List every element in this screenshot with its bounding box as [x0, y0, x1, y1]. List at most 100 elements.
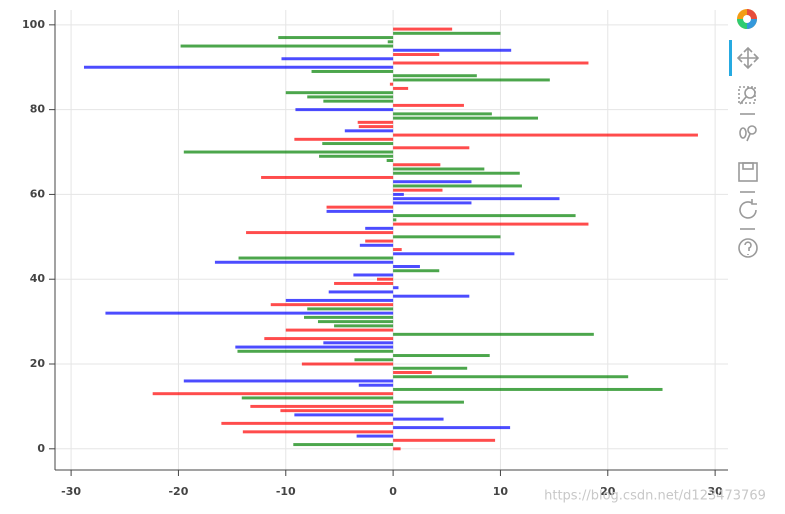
bar [393, 294, 470, 298]
bar [393, 265, 420, 268]
bar [393, 197, 560, 201]
bar [393, 366, 468, 370]
bar [393, 171, 520, 175]
bar [389, 82, 394, 86]
bar [393, 86, 409, 90]
y-tick-label: 60 [30, 187, 46, 200]
y-tick-label: 100 [22, 18, 45, 31]
x-tick-label: 0 [389, 485, 397, 498]
bokeh-logo[interactable] [737, 9, 757, 29]
bar [393, 214, 576, 218]
bar [242, 430, 394, 434]
bar [281, 57, 394, 61]
bar [393, 447, 401, 451]
bar [322, 142, 394, 146]
bar [317, 320, 394, 324]
bar [393, 371, 432, 374]
bar [393, 438, 496, 442]
y-tick-label: 80 [30, 103, 46, 116]
bar [334, 324, 394, 328]
bar [393, 78, 550, 82]
y-tick-label: 40 [30, 272, 46, 285]
bar [356, 434, 394, 438]
x-tick-label: 10 [493, 485, 509, 498]
bar [393, 146, 470, 150]
bar [311, 69, 394, 73]
bar [393, 27, 453, 31]
save-tool[interactable] [738, 162, 758, 182]
bar [270, 303, 394, 307]
bar [250, 404, 394, 408]
bar [285, 298, 394, 302]
pan-tool[interactable] [736, 46, 760, 70]
bar [353, 273, 394, 277]
bar [365, 239, 394, 243]
bar [221, 421, 394, 425]
box-zoom-tool[interactable] [738, 86, 756, 105]
bar [387, 40, 394, 44]
bar [241, 396, 394, 400]
bar [334, 281, 394, 285]
bar [261, 175, 394, 179]
bar [393, 112, 492, 116]
x-tick-label: 30 [707, 485, 723, 498]
bar [326, 205, 394, 209]
bar [354, 358, 394, 362]
bar [359, 243, 394, 247]
reset-tool[interactable] [739, 191, 757, 219]
bar [393, 163, 441, 167]
bar [264, 337, 394, 341]
bar [393, 116, 539, 120]
bar [235, 345, 394, 349]
bar [180, 44, 394, 48]
bar [393, 53, 440, 56]
bar [393, 354, 490, 358]
bar [280, 409, 394, 413]
bar [393, 248, 402, 252]
bar [214, 260, 394, 264]
bar [393, 400, 464, 404]
bar [393, 180, 472, 184]
bar [278, 36, 394, 40]
bar [393, 252, 515, 256]
bar [393, 387, 663, 391]
bar [83, 65, 394, 69]
wheel-zoom-tool[interactable] [739, 113, 757, 142]
active-tool-indicator [729, 40, 732, 76]
toolbar [729, 9, 760, 258]
bar [295, 108, 394, 112]
bar [326, 209, 394, 213]
bar [393, 192, 404, 196]
bar [393, 286, 399, 290]
x-tick-label: -30 [61, 485, 81, 498]
bar [393, 235, 501, 239]
bar [105, 311, 394, 315]
bar [393, 74, 477, 78]
bar [358, 383, 394, 387]
x-tick-label: -10 [276, 485, 296, 498]
bar [357, 120, 394, 124]
bar [393, 375, 629, 379]
bar [393, 133, 698, 137]
bar [393, 222, 589, 226]
bar [294, 413, 394, 417]
bar [393, 417, 444, 421]
bar [393, 201, 472, 205]
bar [152, 392, 394, 396]
bar [393, 332, 594, 336]
help-tool[interactable] [738, 228, 758, 258]
bar [285, 328, 394, 332]
y-tick-label: 0 [37, 442, 45, 455]
bar [377, 277, 394, 281]
y-tick-label: 20 [30, 357, 46, 370]
bar [319, 154, 394, 158]
bar [183, 150, 394, 154]
bar [285, 91, 394, 95]
bar [183, 379, 394, 383]
bar [237, 349, 394, 353]
bar [307, 95, 394, 99]
bar [358, 125, 394, 129]
bar [386, 159, 394, 162]
bar [238, 256, 394, 260]
